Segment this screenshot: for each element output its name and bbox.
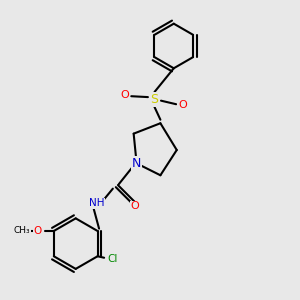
Text: NH: NH: [89, 199, 104, 208]
Text: S: S: [151, 93, 158, 106]
Text: N: N: [132, 157, 141, 170]
Text: CH₃: CH₃: [14, 226, 30, 236]
Text: O: O: [120, 90, 129, 100]
Text: Cl: Cl: [107, 254, 118, 264]
Text: O: O: [33, 226, 42, 236]
Text: O: O: [178, 100, 187, 110]
Text: O: O: [131, 202, 140, 212]
